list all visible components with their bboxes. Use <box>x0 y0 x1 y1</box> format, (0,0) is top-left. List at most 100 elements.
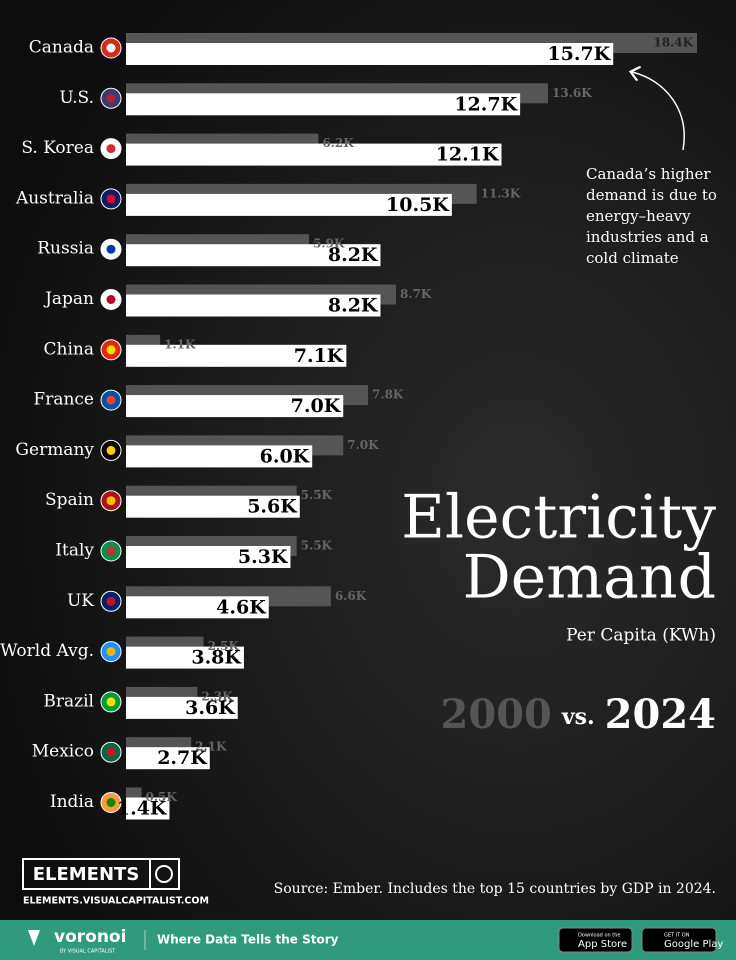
subtitle: Per Capita (KWh) <box>566 626 716 646</box>
value-label-2000: 5.5K <box>301 488 333 502</box>
bar-2024 <box>126 546 291 568</box>
tagline: Where Data Tells the Story <box>157 933 339 947</box>
bar-2024 <box>126 93 521 116</box>
value-label-2024: 4.6K <box>216 596 267 618</box>
category-label: UK <box>67 591 94 611</box>
flag-center <box>106 546 116 556</box>
flag-center <box>106 395 116 405</box>
value-label-2000: 0.5K <box>146 790 178 804</box>
category-label: Russia <box>37 239 94 259</box>
value-label-2000: 7.8K <box>372 388 404 402</box>
legend-entry: 2024 <box>605 691 716 738</box>
value-label-2000: 18.4K <box>653 36 693 50</box>
value-label-2024: 7.1K <box>294 345 345 367</box>
value-label-2024: 6.0K <box>260 445 311 467</box>
flag-center <box>106 596 116 606</box>
value-label-2024: 3.8K <box>191 647 242 669</box>
flag-center <box>106 445 116 455</box>
flag-center <box>106 194 116 204</box>
flag-center <box>106 496 116 506</box>
bar-2024 <box>126 445 313 468</box>
google-play-small[interactable]: GET IT ON <box>664 933 690 939</box>
value-label-2024: 7.0K <box>291 395 342 417</box>
annotation: energy–heavy <box>586 207 691 225</box>
app-store-small[interactable]: Download on the <box>578 933 620 939</box>
value-label-2024: 3.6K <box>185 697 236 719</box>
value-label-2024: 2.7K <box>157 747 208 769</box>
brand-url: ELEMENTS.VISUALCAPITALIST.COM <box>23 896 209 907</box>
voronoi-by: BY VISUAL CAPITALIST <box>60 949 116 955</box>
bar-2024 <box>126 244 381 267</box>
flag-center <box>106 647 116 657</box>
app-store-button[interactable] <box>558 927 633 953</box>
google-play[interactable]: Google Play <box>664 939 723 950</box>
value-label-2000: 5.5K <box>301 539 333 553</box>
flag-center <box>106 43 116 53</box>
brand-box <box>22 858 180 890</box>
source: Source: Ember. Includes the top 15 count… <box>274 881 716 897</box>
category-label: U.S. <box>59 88 94 108</box>
value-label-2000: 5.9K <box>313 237 345 251</box>
flag-center <box>106 697 116 707</box>
bar-2024 <box>126 294 381 317</box>
value-label-2024: 15.7K <box>547 43 611 65</box>
brand-icon <box>155 865 173 883</box>
value-label-2000: 11.3K <box>481 186 521 200</box>
category-label: Italy <box>55 541 94 561</box>
value-label-2024: 12.1K <box>436 144 500 166</box>
bar-2024 <box>126 344 347 367</box>
legend-joiner: vs. <box>561 704 595 730</box>
value-label-2000: 6.2K <box>322 136 354 150</box>
flag-center <box>106 798 116 807</box>
category-label: World Avg. <box>0 641 94 661</box>
value-label-2024: 5.6K <box>247 496 298 518</box>
value-label-2024: 8.2K <box>328 295 379 317</box>
chart: Canada 18.4K 15.7K U.S. 13.6K 12.7K S. Korea 6.… <box>0 33 717 820</box>
value-label-2000: 6.6K <box>335 589 367 603</box>
flag-center <box>106 244 116 254</box>
google-play-button[interactable] <box>641 927 717 953</box>
annotation: industries and a <box>586 228 709 246</box>
category-label: China <box>44 339 94 359</box>
flag-center <box>106 747 116 757</box>
value-label-2000: 13.6K <box>552 86 592 100</box>
bar-2024 <box>126 696 238 719</box>
voronoi: voronoi <box>54 927 126 947</box>
voronoi-logo <box>28 930 40 946</box>
bar-2024 <box>126 143 502 166</box>
value-label-2024: 8.2K <box>328 244 379 266</box>
bar-2024 <box>126 797 170 820</box>
category-label: Japan <box>43 289 94 309</box>
annotation: cold climate <box>586 249 679 267</box>
bar-2024 <box>126 193 452 216</box>
bar-2024 <box>126 596 269 619</box>
value-label-2000: 1.1K <box>164 337 196 351</box>
category-label: Spain <box>45 490 94 510</box>
title-line: Electricity <box>401 483 716 553</box>
annotation: demand is due to <box>586 186 717 204</box>
category-label: India <box>50 792 94 812</box>
value-label-2000: 8.7K <box>400 287 432 301</box>
bar-2024 <box>126 395 344 418</box>
category-label: Brazil <box>43 691 94 711</box>
value-label-2000: 2.1K <box>195 740 227 754</box>
brand: ELEMENTS <box>33 864 140 885</box>
flag-center <box>106 93 116 103</box>
legend-entry: 2000 <box>441 691 552 738</box>
bar-2024 <box>126 43 614 65</box>
category-label: Australia <box>15 188 94 208</box>
category-label: S. Korea <box>21 138 94 158</box>
legend: 2000 vs. 2024 <box>441 691 716 738</box>
annotation-arrow <box>632 72 685 151</box>
value-label-2000: 2.5K <box>208 639 240 653</box>
category-label: Mexico <box>32 742 94 762</box>
app-store[interactable]: App Store <box>578 939 627 950</box>
annotation: Canada’s higher <box>586 165 711 183</box>
bar-2024 <box>126 747 210 770</box>
category-label: France <box>33 390 94 410</box>
value-label-2024: 10.5K <box>386 194 450 216</box>
value-label-2024: 5.3K <box>238 546 289 568</box>
flag-center <box>106 144 116 154</box>
value-label-2000: 7.0K <box>347 438 379 452</box>
